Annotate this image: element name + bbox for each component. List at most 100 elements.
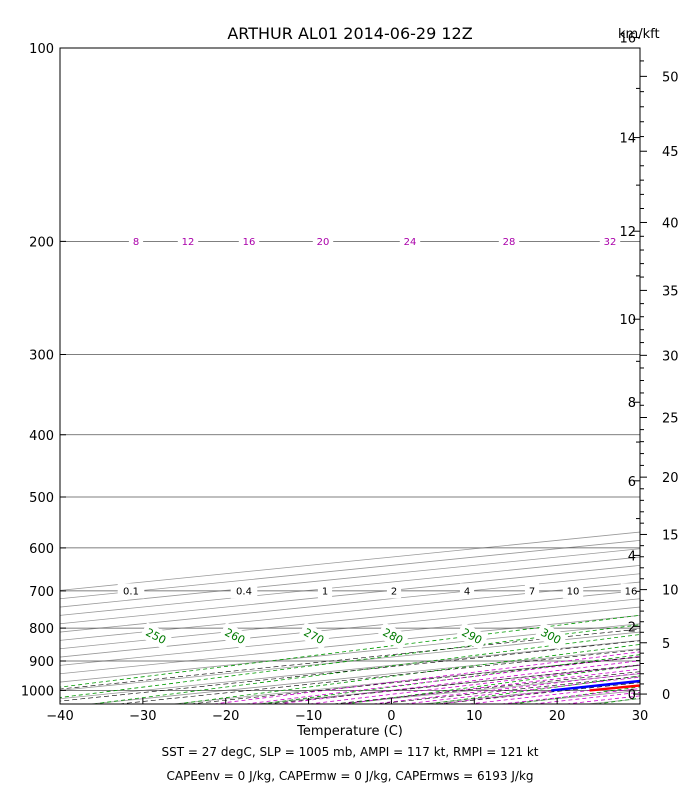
moist-adiabat-label: 20	[317, 237, 330, 248]
isotherm-line	[60, 556, 640, 616]
label-background	[218, 622, 252, 651]
mixing-ratio-label: 10	[567, 586, 580, 597]
km-tick-label: 12	[619, 225, 636, 240]
dry-adiabat-line	[60, 624, 640, 698]
label-background	[117, 583, 145, 599]
label-background	[128, 233, 144, 249]
label-background	[459, 583, 475, 599]
km-tick-label: 6	[628, 475, 636, 490]
moist-adiabat-label: 16	[243, 237, 256, 248]
pressure-tick-label: 800	[29, 622, 54, 637]
kft-tick-label: 0	[662, 688, 670, 703]
label-background	[386, 583, 402, 599]
kft-tick-label: 5	[662, 637, 670, 652]
dry-adiabat-line	[682, 48, 700, 704]
pressure-tick-label: 300	[29, 348, 54, 363]
isotherm-line	[60, 581, 640, 641]
kft-tick-label: 35	[662, 284, 679, 299]
isotherm-line	[60, 539, 640, 600]
label-background	[455, 622, 489, 651]
mixing-ratio-label: 16	[625, 586, 638, 597]
isotherm-line	[60, 614, 640, 675]
x-tick-label: 10	[466, 709, 483, 724]
mixing-ratio-label: 2	[391, 586, 397, 597]
kft-tick-label: 40	[662, 216, 679, 231]
x-tick-label: 30	[632, 709, 649, 724]
right-axis-label: km/kft	[618, 27, 660, 42]
km-tick-label: 16	[619, 32, 636, 47]
mixing-ratio-label: 0.4	[236, 586, 252, 597]
pressure-tick-label: 500	[29, 491, 54, 506]
isotherm-line	[60, 639, 640, 700]
pressure-tick-label: 200	[29, 235, 54, 250]
label-background	[399, 233, 421, 249]
moist-adiabat-line	[341, 668, 640, 704]
annotation-line-1: SST = 27 degC, SLP = 1005 mb, AMPI = 117…	[161, 745, 539, 759]
moist-adiabat-label: 24	[404, 237, 417, 248]
moist-adiabat-label: 12	[182, 237, 195, 248]
dry-adiabat-line	[93, 634, 640, 704]
chart-title: ARTHUR AL01 2014-06-29 12Z	[227, 24, 473, 43]
pressure-tick-label: 900	[29, 655, 54, 670]
x-tick-label: 0	[387, 709, 395, 724]
x-tick-label: 20	[549, 709, 566, 724]
isotherm-line	[421, 681, 640, 704]
isotherm-line	[60, 573, 640, 633]
km-tick-label: 14	[619, 132, 636, 147]
label-background	[376, 622, 410, 651]
dry-adiabat-line	[60, 614, 640, 688]
label-background	[238, 233, 260, 249]
moist-adiabat-label: 28	[503, 237, 516, 248]
kft-tick-label: 10	[662, 584, 679, 599]
mixing-ratio-label: 4	[464, 586, 470, 597]
pressure-tick-label: 400	[29, 429, 54, 444]
label-background	[620, 583, 640, 599]
kft-tick-label: 45	[662, 145, 679, 160]
label-background	[498, 233, 520, 249]
dry-adiabat-line	[597, 697, 640, 704]
label-background	[562, 583, 584, 599]
isotherm-line	[90, 648, 640, 704]
moist-adiabat-line	[309, 664, 640, 704]
pressure-tick-label: 700	[29, 585, 54, 600]
label-background	[534, 622, 568, 651]
dry-adiabat-line	[261, 654, 640, 704]
isotherm-line	[60, 589, 640, 650]
label-background	[230, 583, 258, 599]
km-tick-label: 4	[628, 549, 636, 564]
kft-tick-label: 20	[662, 471, 679, 486]
label-background	[139, 622, 173, 651]
isotherm-line	[587, 698, 640, 704]
isotherm-line	[60, 623, 640, 683]
isotherm-line	[60, 598, 640, 658]
km-tick-label: 2	[628, 620, 636, 635]
pressure-tick-label: 600	[29, 542, 54, 557]
moist-adiabat-line	[404, 676, 640, 704]
plot-frame	[59, 47, 641, 705]
mixing-ratio-line	[60, 628, 640, 690]
isotherm-line	[60, 531, 640, 591]
moist-adiabat-line	[372, 672, 640, 704]
mixing-ratio-line	[437, 682, 640, 704]
label-background	[317, 583, 333, 599]
pressure-tick-label: 100	[29, 42, 54, 57]
kft-tick-label: 15	[662, 528, 679, 543]
x-tick-label: −30	[129, 709, 156, 724]
kft-tick-label: 50	[662, 70, 679, 85]
mixing-ratio-line	[190, 656, 640, 704]
x-tick-label: −20	[212, 709, 239, 724]
kft-tick-label: 30	[662, 349, 679, 364]
label-background	[524, 583, 540, 599]
pressure-tick-label: 1000	[21, 684, 54, 699]
isotherm-line	[338, 673, 640, 704]
x-axis-label: Temperature (C)	[297, 724, 403, 739]
label-background	[599, 233, 621, 249]
label-background	[312, 233, 334, 249]
isotherm-line	[60, 564, 640, 625]
annotation-line-2: CAPEenv = 0 J/kg, CAPErmw = 0 J/kg, CAPE…	[166, 769, 534, 783]
kft-tick-label: 25	[662, 412, 679, 427]
dry-adiabat-line	[429, 675, 640, 704]
mixing-ratio-label: 0.1	[123, 586, 139, 597]
